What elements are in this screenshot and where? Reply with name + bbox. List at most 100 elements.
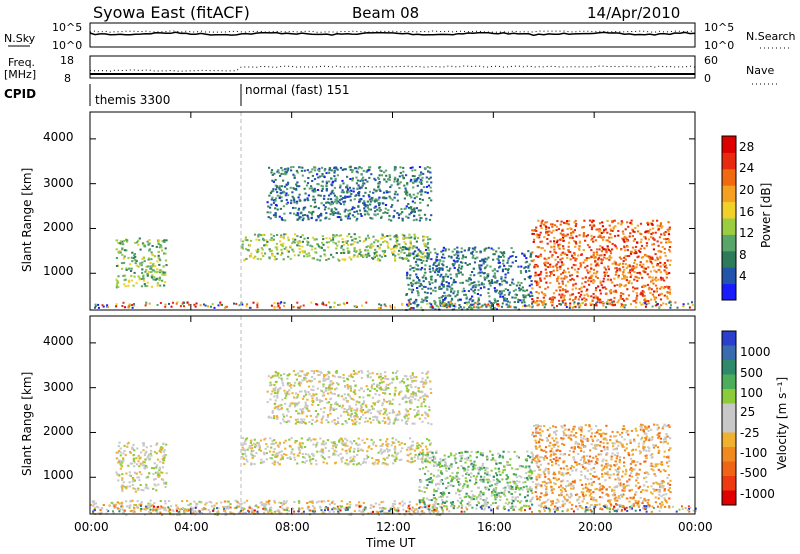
data-cell [362,409,365,411]
data-cell [424,417,427,420]
data-cell [296,200,299,203]
data-cell [348,250,351,253]
data-cell [531,232,534,235]
data-cell [332,212,335,214]
data-cell [469,274,472,277]
data-cell [409,240,412,243]
data-cell [270,304,273,307]
data-cell [279,458,282,461]
data-cell [579,265,582,268]
data-cell [244,236,247,239]
data-cell [146,476,149,479]
data-cell [334,402,337,405]
data-cell [278,443,282,446]
data-cell [366,200,369,203]
data-cell [622,232,625,235]
data-cell [134,504,137,506]
data-cell [385,197,388,200]
data-cell [408,277,411,280]
data-cell [256,302,259,305]
data-cell [667,221,670,224]
data-cell [155,506,158,509]
data-cell [156,260,159,263]
data-cell [423,511,426,514]
data-cell [648,286,651,289]
data-cell [332,256,335,259]
data-cell [260,234,263,237]
data-cell [289,186,292,189]
data-cell [300,421,303,424]
data-cell [455,252,458,255]
data-cell [659,255,662,258]
data-cell [566,228,569,230]
data-cell [430,278,433,281]
data-cell [293,453,296,456]
data-cell [594,302,598,305]
data-cell [435,304,438,307]
data-cell [628,271,631,274]
data-cell [464,256,467,259]
data-cell [554,251,558,254]
data-cell [147,270,150,273]
data-cell [361,179,364,182]
data-cell [259,449,263,452]
data-cell [483,276,486,279]
data-cell [368,198,372,201]
data-cell [320,212,323,215]
data-cell [377,411,381,414]
data-cell [397,418,400,421]
data-cell [142,444,145,447]
data-cell [422,239,425,242]
colorbar-swatch [722,136,736,153]
data-cell [273,388,276,391]
data-cell [422,256,425,259]
data-cell [311,236,314,239]
data-cell [301,370,304,373]
data-cell [309,460,312,463]
data-cell [314,438,317,441]
data-cell [442,264,445,267]
data-cell [376,385,379,388]
data-cell [137,454,140,457]
data-cell [491,282,494,284]
data-cell [338,259,341,262]
data-cell [315,445,318,448]
data-cell [357,254,360,257]
data-cell [365,246,368,249]
data-cell [319,255,322,258]
data-cell [579,304,582,307]
data-cell [627,281,630,284]
data-cell [555,263,558,266]
data-cell [354,409,357,412]
data-cell [420,266,424,269]
data-cell [150,449,153,452]
data-cell [369,208,373,211]
data-cell [298,244,301,247]
data-cell [421,301,424,304]
data-cell [413,449,417,452]
data-cell [661,277,664,280]
data-cell [450,255,453,258]
data-cell [544,264,547,267]
data-cell [328,241,331,244]
data-cell [428,265,431,268]
data-cell [421,176,424,179]
data-cell [132,509,135,512]
data-cell [449,286,452,289]
data-cell [336,403,339,406]
data-cell [321,301,324,304]
data-cell [303,456,306,459]
data-cell [355,219,358,222]
data-cell [308,379,311,382]
data-cell [586,234,589,237]
data-cell [530,280,533,282]
data-cell [278,451,281,454]
data-cell [146,281,149,284]
data-cell [169,511,172,514]
data-cell [537,219,540,222]
data-cell [328,168,331,171]
data-cell [617,230,620,232]
data-cell [528,269,531,272]
data-cell [418,174,421,177]
data-cell [476,303,479,306]
